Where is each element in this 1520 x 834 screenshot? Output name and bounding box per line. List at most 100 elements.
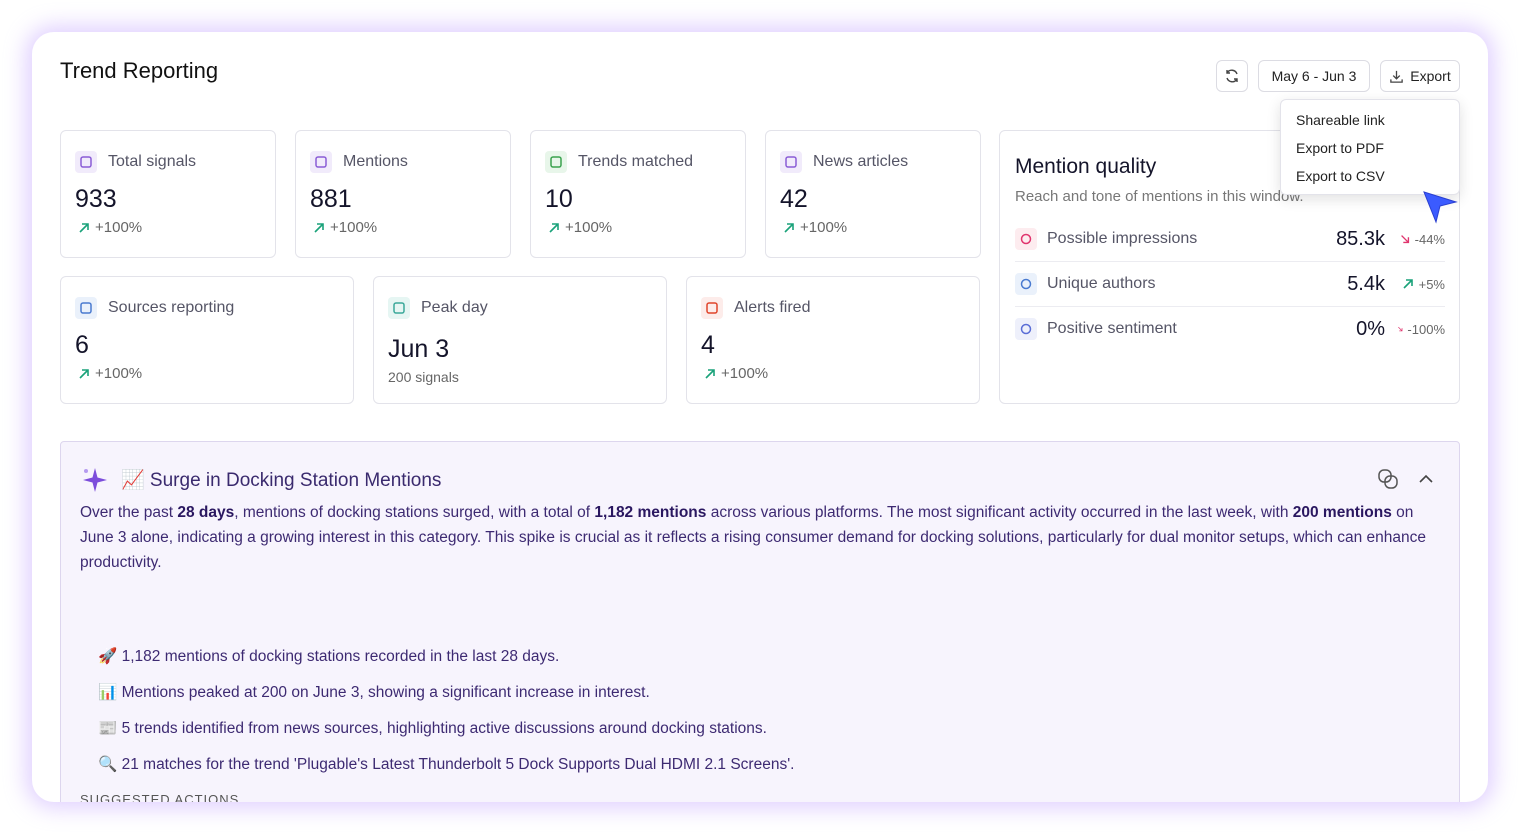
- stat-change: +100%: [77, 219, 142, 236]
- stat-value: 42: [780, 185, 808, 213]
- page-title: Trend Reporting: [60, 58, 219, 83]
- stat-icon: [545, 151, 567, 173]
- stat-icon: [75, 151, 97, 173]
- copy-button[interactable]: [1377, 468, 1399, 490]
- up-arrow: [549, 222, 559, 233]
- change-value: +100%: [330, 219, 378, 236]
- quality-label: Possible impressions: [1047, 230, 1198, 247]
- quality-value: 5.4k: [1347, 272, 1385, 295]
- change-value: +5%: [1418, 276, 1445, 292]
- export-button[interactable]: Export: [1380, 60, 1460, 92]
- section-heading: SUGGESTED ACTIONS: [80, 792, 240, 802]
- collapse-button[interactable]: [1417, 470, 1435, 488]
- stat-card: News articles 42 +100%: [765, 130, 981, 258]
- change-value: +100%: [800, 219, 848, 236]
- text: on June 3 alone, indicating a growing in…: [80, 504, 1427, 571]
- stat-label: Alerts fired: [734, 299, 811, 316]
- export-label: Export: [1410, 68, 1451, 84]
- stat-card: Sources reporting 6 +100%: [60, 276, 354, 404]
- stat-change: +100%: [77, 365, 142, 382]
- icon-glyph: [706, 302, 718, 314]
- menu-item[interactable]: Shareable link: [1296, 112, 1385, 128]
- quality-value: 0%: [1356, 317, 1385, 340]
- quality-change: -100%: [1397, 322, 1445, 337]
- stat-change: +100%: [547, 219, 612, 236]
- quality-value: 85.3k: [1336, 227, 1385, 250]
- sparkle-icon: [83, 468, 107, 492]
- stat-change: +100%: [703, 365, 768, 382]
- stat-icon: [310, 151, 332, 173]
- stat-card: Alerts fired 4 +100%: [686, 276, 980, 404]
- download-icon: [1390, 70, 1404, 83]
- stat-label: Mentions: [343, 153, 408, 170]
- date-range-button[interactable]: May 6 - Jun 3: [1258, 60, 1370, 92]
- quality-change: -44%: [1397, 232, 1445, 247]
- quality-subtitle: Reach and tone of mentions in this windo…: [1015, 188, 1304, 205]
- up-arrow: [1403, 279, 1413, 289]
- quality-row: Possible impressions 85.3k -44%: [1015, 217, 1445, 262]
- stat-value: 10: [545, 185, 573, 213]
- stat-sub: 200 signals: [388, 369, 459, 385]
- stat-card: Peak day Jun 3 200 signals: [373, 276, 667, 404]
- quality-icon: [1015, 273, 1037, 295]
- text: across various platforms. The most signi…: [706, 504, 1293, 521]
- quality-icon: [1015, 228, 1037, 250]
- quality-row: Unique authors 5.4k +5%: [1015, 262, 1445, 307]
- refresh-icon: [1226, 69, 1238, 83]
- change-value: -100%: [1407, 321, 1445, 337]
- down-arrow: [1398, 326, 1403, 332]
- icon-glyph: [1020, 278, 1032, 290]
- bullet: 🚀 1,182 mentions of docking stations rec…: [98, 648, 560, 665]
- stat-value: 881: [310, 185, 352, 213]
- refresh-button[interactable]: [1216, 60, 1248, 92]
- report-card: Trend Reporting May 6 - Jun 3 Export Tot…: [32, 32, 1488, 802]
- stat-card: Mentions 881 +100%: [295, 130, 511, 258]
- icon-glyph: [80, 156, 92, 168]
- stat-label: News articles: [813, 153, 909, 170]
- stat-icon: [780, 151, 802, 173]
- stat-value: 4: [701, 331, 715, 359]
- quality-icon: [1015, 318, 1037, 340]
- bold-text: 1,182 mentions: [594, 504, 707, 521]
- quality-label: Positive sentiment: [1047, 320, 1177, 337]
- up-arrow: [784, 222, 794, 233]
- bullet: 📊 Mentions peaked at 200 on June 3, show…: [98, 684, 650, 701]
- stat-value: 6: [75, 331, 89, 359]
- icon-glyph: [393, 302, 405, 314]
- stat-change: +100%: [782, 219, 847, 236]
- insight-bullets: 🚀 1,182 mentions of docking stations rec…: [98, 639, 794, 783]
- stat-icon: [701, 297, 723, 319]
- change-value: +100%: [721, 365, 769, 382]
- bold-text: 200 mentions: [1292, 504, 1392, 521]
- icon-glyph: [315, 156, 327, 168]
- insight-paragraph: Over the past 28 days, mentions of docki…: [80, 500, 1440, 575]
- up-arrow: [705, 368, 715, 379]
- quality-label: Unique authors: [1047, 275, 1156, 292]
- stat-icon: [388, 297, 410, 319]
- menu-item[interactable]: Export to CSV: [1296, 168, 1385, 184]
- stat-label: Total signals: [108, 153, 197, 170]
- bullet: 📰 5 trends identified from news sources,…: [98, 720, 767, 737]
- up-arrow: [79, 222, 89, 233]
- up-arrow: [314, 222, 324, 233]
- stat-change: +100%: [312, 219, 377, 236]
- text: Over the past: [80, 504, 178, 521]
- stat-label: Trends matched: [578, 153, 694, 170]
- change-value: +100%: [565, 219, 613, 236]
- icon-glyph: [550, 156, 562, 168]
- quality-rows: Possible impressions 85.3k -44% Unique auth…: [1015, 217, 1445, 351]
- quality-title: Mention quality: [1015, 155, 1157, 178]
- icon-glyph: [1020, 323, 1032, 335]
- menu-item[interactable]: Export to PDF: [1296, 140, 1384, 156]
- stat-value: 933: [75, 185, 117, 213]
- up-arrow: [79, 368, 89, 379]
- bold-text: 28 days: [177, 504, 235, 521]
- icon-glyph: [785, 156, 797, 168]
- stat-label: Peak day: [421, 299, 488, 316]
- stat-value: Jun 3: [388, 335, 450, 363]
- text: , mentions of docking stations surged, w…: [234, 504, 595, 521]
- stat-card: Total signals 933 +100%: [60, 130, 276, 258]
- icon-glyph: [1020, 233, 1032, 245]
